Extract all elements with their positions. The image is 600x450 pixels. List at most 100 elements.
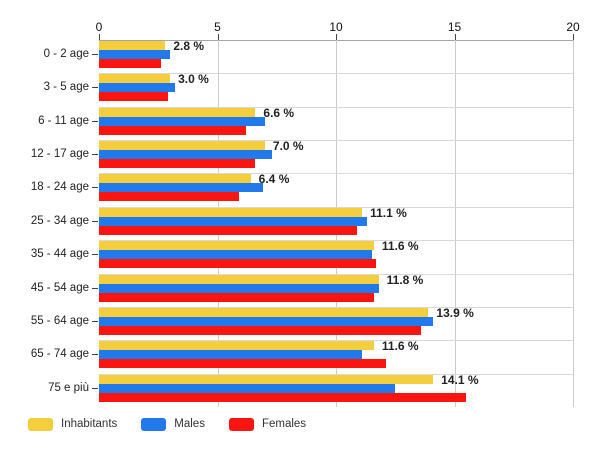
category-axis-tick <box>92 354 98 356</box>
bar-value-label: 11.8 % <box>386 272 424 287</box>
legend: Inhabitants Males Females <box>28 417 330 431</box>
legend-item-males: Males <box>141 417 205 431</box>
bar-males <box>99 283 379 293</box>
category-label: 6 - 11 age <box>38 114 89 127</box>
bar-value-label: 6.6 % <box>263 105 295 120</box>
bar-males <box>99 50 171 59</box>
vertical-gridline <box>454 40 456 407</box>
category-axis-tick <box>92 387 98 389</box>
bar-value-label: 7.0 % <box>272 139 304 154</box>
bar-inhabitants <box>99 274 379 284</box>
category-axis-tick <box>92 320 98 322</box>
category-axis-tick <box>92 154 98 156</box>
bar-value-label: 14.1 % <box>441 372 479 387</box>
category-label: 75 e più <box>48 381 89 394</box>
bar-inhabitants <box>99 74 171 84</box>
bar-females <box>99 92 168 102</box>
bar-females <box>99 192 239 202</box>
x-axis-tick <box>99 34 100 40</box>
bar-females <box>99 225 358 235</box>
legend-label: Females <box>261 418 307 430</box>
row-gridline <box>99 173 573 175</box>
bar-value-label: 11.6 % <box>381 339 419 354</box>
x-axis-tick-label: 15 <box>447 20 462 34</box>
x-axis-tick-label: 10 <box>329 20 343 34</box>
bar-females <box>99 325 422 335</box>
bar-males <box>99 183 263 193</box>
category-label: 18 - 24 age <box>30 181 89 194</box>
category-label: 0 - 2 age <box>43 48 89 60</box>
bar-males <box>99 383 396 393</box>
bar-inhabitants <box>99 374 434 384</box>
bar-females <box>99 392 467 402</box>
category-label: 65 - 74 age <box>30 348 89 361</box>
bar-males <box>99 83 175 93</box>
bar-inhabitants <box>99 107 256 117</box>
row-gridline <box>99 373 573 375</box>
legend-swatch <box>28 417 53 431</box>
bar-males <box>99 316 434 326</box>
vertical-gridline <box>573 40 574 407</box>
x-axis-tick-label: 20 <box>566 20 580 34</box>
row-gridline <box>99 273 573 275</box>
legend-swatch <box>228 417 254 431</box>
bar-value-label: 11.1 % <box>370 205 407 220</box>
row-gridline <box>99 206 573 208</box>
row-gridline <box>99 73 573 75</box>
category-axis-tick <box>92 54 98 55</box>
bar-females <box>99 125 246 135</box>
bar-females <box>99 359 386 369</box>
row-gridline <box>99 306 573 308</box>
bar-value-label: 11.6 % <box>381 239 419 254</box>
bar-inhabitants <box>99 174 251 184</box>
bar-inhabitants <box>99 207 363 217</box>
legend-label: Inhabitants <box>61 418 118 430</box>
bar-females <box>99 159 256 169</box>
legend-swatch <box>141 417 167 431</box>
category-axis-tick <box>92 287 98 289</box>
category-axis-tick <box>92 220 98 222</box>
row-gridline <box>99 106 573 108</box>
x-axis-tick <box>217 34 219 40</box>
bar-value-label: 2.8 % <box>173 39 205 53</box>
category-label: 12 - 17 age <box>30 148 89 161</box>
category-axis-tick <box>92 187 98 189</box>
category-label: 45 - 54 age <box>30 281 89 294</box>
x-axis-tick <box>454 34 456 40</box>
bar-males <box>99 216 367 226</box>
bar-inhabitants <box>99 41 166 50</box>
category-axis-tick <box>92 120 98 122</box>
x-axis-tick-label: 5 <box>214 20 221 34</box>
plot-area: 2.8 % 3.0 % 6.6 % 7.0 % 6.4 % 11.1 % 11.6 % 11.… <box>99 34 574 407</box>
legend-item-females: Females <box>228 417 307 431</box>
bar-value-label: 3.0 % <box>178 72 209 87</box>
bar-males <box>99 116 265 126</box>
bar-value-label: 6.4 % <box>258 172 290 187</box>
bar-females <box>99 292 374 302</box>
row-gridline <box>99 340 573 342</box>
bar-males <box>99 350 363 360</box>
bar-inhabitants <box>99 141 265 151</box>
category-axis-tick <box>92 254 98 256</box>
legend-item-inhabitants: Inhabitants <box>28 417 117 431</box>
x-axis-tick <box>573 34 574 40</box>
bar-value-label: 13.9 % <box>436 305 474 320</box>
legend-label: Males <box>174 418 205 430</box>
bar-inhabitants <box>99 307 429 317</box>
x-axis-tick <box>336 34 337 40</box>
category-axis-tick <box>92 87 98 89</box>
bar-males <box>99 250 372 260</box>
bar-females <box>99 59 161 68</box>
category-label: 55 - 64 age <box>30 314 89 327</box>
bar-males <box>99 150 272 160</box>
bar-females <box>99 259 377 269</box>
bar-inhabitants <box>99 341 374 351</box>
row-gridline <box>99 240 573 242</box>
category-label: 35 - 44 age <box>30 248 89 261</box>
x-axis-tick-label: 0 <box>95 20 103 34</box>
row-gridline <box>99 140 573 142</box>
category-label: 25 - 34 age <box>30 214 89 227</box>
category-label: 3 - 5 age <box>43 81 89 94</box>
bar-inhabitants <box>99 241 374 251</box>
